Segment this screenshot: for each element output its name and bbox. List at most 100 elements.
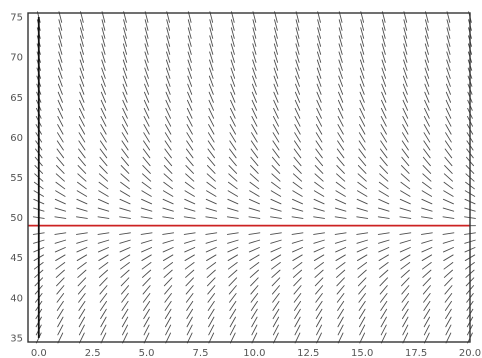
slope-segment bbox=[270, 232, 282, 235]
slope-segment bbox=[122, 99, 128, 111]
slope-segment bbox=[443, 190, 454, 197]
slope-segment bbox=[424, 43, 429, 55]
slope-segment bbox=[55, 269, 65, 278]
slope-segment bbox=[79, 83, 85, 95]
slope-segment bbox=[120, 173, 130, 182]
slope-segment bbox=[294, 316, 301, 328]
slope-segment bbox=[400, 190, 411, 197]
slope-segment bbox=[187, 67, 192, 79]
slope-segment bbox=[273, 107, 279, 119]
slope-segment bbox=[423, 324, 430, 336]
slope-segment bbox=[77, 173, 87, 182]
slope-segment bbox=[55, 173, 65, 182]
slope-segment bbox=[162, 254, 174, 262]
slope-segment bbox=[165, 124, 172, 135]
slope-segment bbox=[294, 115, 301, 127]
slope-segment bbox=[294, 132, 301, 143]
slope-segment bbox=[249, 262, 260, 270]
slope-segment bbox=[186, 132, 194, 143]
slope-segment bbox=[187, 83, 193, 95]
slope-segment bbox=[206, 254, 217, 262]
slope-segment bbox=[207, 277, 216, 287]
slope-segment bbox=[403, 27, 408, 39]
slope-segment bbox=[100, 316, 107, 328]
slope-segment bbox=[337, 332, 344, 344]
slope-segment bbox=[78, 132, 86, 143]
slope-segment bbox=[227, 254, 239, 262]
slope-segment bbox=[446, 51, 451, 63]
slope-segment bbox=[400, 173, 410, 182]
slope-segment bbox=[58, 27, 63, 39]
slope-segment bbox=[78, 124, 86, 135]
slope-segment bbox=[79, 51, 85, 63]
slope-segment bbox=[357, 181, 368, 190]
slope-segment bbox=[142, 148, 151, 159]
slope-segment bbox=[187, 99, 193, 111]
slope-segment bbox=[358, 156, 367, 167]
slope-segment bbox=[122, 324, 129, 336]
slope-segment bbox=[144, 51, 149, 63]
slope-segment bbox=[206, 262, 217, 270]
slope-segment bbox=[228, 165, 238, 174]
slope-segment bbox=[119, 207, 131, 212]
slope-segment bbox=[144, 59, 149, 71]
slope-segment bbox=[207, 156, 216, 167]
slope-segment bbox=[97, 198, 109, 205]
slope-segment bbox=[338, 75, 344, 87]
slope-segment bbox=[295, 67, 300, 79]
slope-segment bbox=[77, 269, 87, 278]
slope-segment bbox=[380, 148, 388, 159]
slope-segment bbox=[76, 247, 88, 253]
slope-segment bbox=[294, 332, 301, 344]
slope-segment bbox=[78, 324, 85, 336]
slope-segment bbox=[186, 332, 193, 344]
slope-segment bbox=[100, 115, 107, 127]
slope-segment bbox=[229, 132, 237, 143]
slope-segment bbox=[381, 27, 386, 39]
slope-segment bbox=[76, 198, 88, 205]
slope-segment bbox=[101, 27, 106, 39]
slope-segment bbox=[229, 316, 236, 328]
slope-segment bbox=[380, 332, 387, 344]
slope-segment bbox=[79, 67, 85, 79]
slope-segment bbox=[445, 316, 452, 328]
slope-segment bbox=[316, 75, 322, 87]
slope-segment bbox=[313, 216, 325, 219]
slope-segment bbox=[249, 269, 259, 278]
slope-segment bbox=[359, 59, 365, 71]
slope-segment bbox=[143, 332, 150, 344]
slope-segment bbox=[163, 165, 173, 174]
x-tick-label: 10.0 bbox=[243, 348, 265, 358]
slope-segment bbox=[446, 59, 451, 71]
slope-segment bbox=[57, 99, 64, 111]
slope-segment bbox=[270, 198, 282, 205]
slope-segment bbox=[55, 254, 66, 262]
slope-segment bbox=[207, 308, 215, 320]
slope-segment bbox=[230, 59, 236, 71]
slope-segment bbox=[423, 132, 431, 143]
slope-segment bbox=[424, 83, 430, 95]
slope-segment bbox=[121, 293, 129, 303]
slope-segment bbox=[230, 27, 235, 39]
slope-segment bbox=[424, 91, 430, 103]
slope-segment bbox=[209, 27, 214, 39]
slope-segment bbox=[423, 293, 431, 303]
slope-segment bbox=[252, 27, 257, 39]
slope-segment bbox=[78, 148, 86, 159]
slope-segment bbox=[316, 324, 323, 336]
slope-segment bbox=[76, 190, 88, 197]
slope-segment bbox=[422, 156, 431, 167]
slope-segment bbox=[208, 115, 215, 127]
slope-segment bbox=[403, 51, 408, 63]
slope-segment bbox=[142, 285, 151, 295]
slope-segment bbox=[186, 300, 194, 311]
slope-segment bbox=[273, 332, 279, 344]
slope-segment bbox=[122, 83, 128, 95]
slope-segment bbox=[421, 207, 433, 212]
slope-segment bbox=[292, 173, 303, 182]
slope-segment bbox=[101, 67, 106, 79]
slope-segment bbox=[379, 269, 389, 278]
slope-segment bbox=[230, 91, 236, 103]
slope-segment bbox=[273, 67, 279, 79]
slope-segment bbox=[163, 173, 173, 182]
